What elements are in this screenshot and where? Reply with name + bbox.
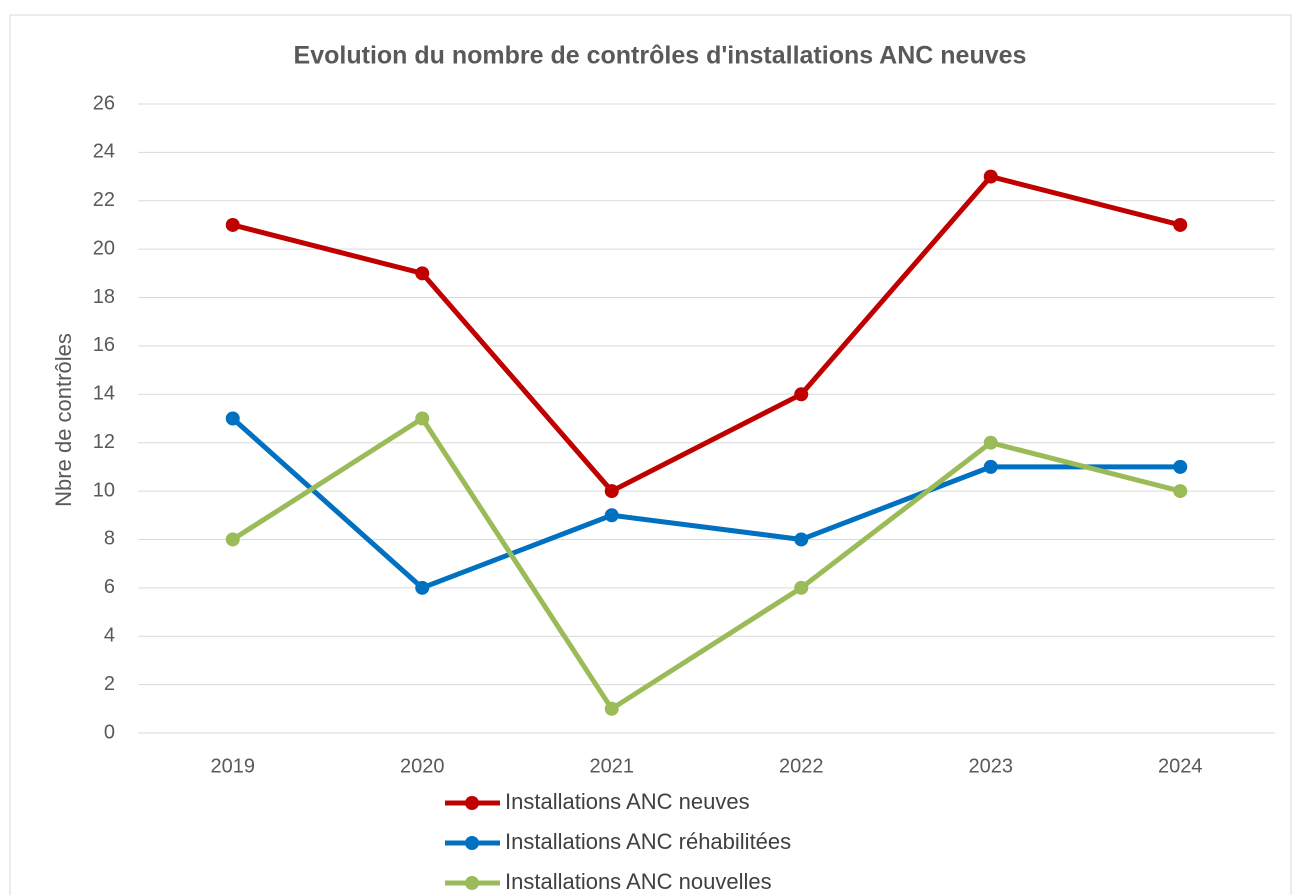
chart-border	[9, 14, 1292, 895]
y-tick-label: 22	[93, 189, 115, 211]
y-tick-label: 8	[104, 528, 115, 550]
y-tick-label: 14	[93, 383, 115, 405]
y-tick-label: 12	[93, 431, 115, 453]
y-tick-label: 0	[104, 721, 115, 743]
data-point	[794, 580, 809, 595]
x-tick-label: 2024	[1158, 755, 1203, 777]
data-point	[983, 459, 998, 474]
data-point	[794, 387, 809, 402]
chart-title: Evolution du nombre de contrôles d'insta…	[294, 42, 1027, 70]
data-point	[604, 484, 619, 499]
legend-label: Installations ANC réhabilitées	[505, 829, 791, 854]
x-tick-label: 2022	[779, 755, 824, 777]
data-point	[415, 580, 430, 595]
y-tick-label: 18	[93, 286, 115, 308]
y-tick-label: 16	[93, 334, 115, 356]
y-axis-label: Nbre de contrôles	[51, 333, 76, 507]
series-line	[231, 416, 1181, 712]
data-point	[225, 411, 240, 426]
y-tick-label: 4	[104, 625, 115, 647]
y-tick-label: 10	[93, 479, 115, 501]
legend-label: Installations ANC neuves	[505, 789, 750, 814]
y-tick-label: 20	[93, 237, 115, 259]
legend-marker	[465, 796, 479, 810]
legend-label: Installations ANC nouvelles	[505, 869, 772, 894]
y-tick-label: 26	[93, 92, 115, 114]
data-point	[415, 411, 430, 426]
data-point	[983, 169, 998, 184]
data-point	[225, 532, 240, 547]
data-point	[794, 532, 809, 547]
data-point	[1173, 217, 1188, 232]
data-point	[604, 701, 619, 716]
data-point	[225, 217, 240, 232]
y-tick-label: 24	[93, 141, 115, 163]
y-tick-label: 6	[104, 576, 115, 598]
data-point	[1173, 484, 1188, 499]
data-point	[1173, 459, 1188, 474]
data-point	[983, 435, 998, 450]
data-point	[604, 508, 619, 523]
x-tick-label: 2023	[969, 755, 1014, 777]
x-tick-label: 2021	[590, 755, 635, 777]
x-tick-label: 2019	[211, 755, 256, 777]
series-line	[231, 416, 1181, 591]
legend-marker	[465, 836, 479, 850]
legend-marker	[465, 876, 479, 890]
series-line	[232, 174, 1181, 494]
x-tick-label: 2020	[400, 755, 445, 777]
data-point	[415, 266, 430, 281]
y-tick-label: 2	[104, 673, 115, 695]
